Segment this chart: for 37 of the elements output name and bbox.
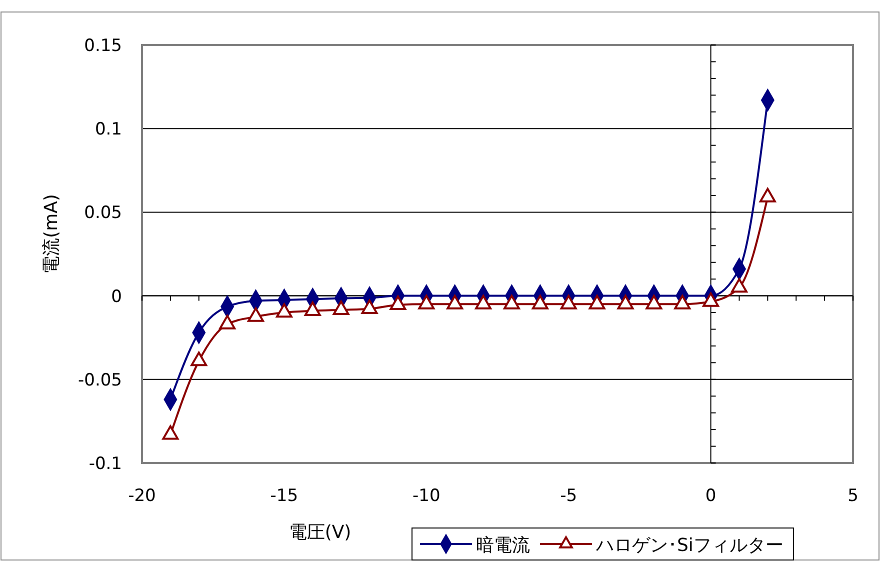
point xyxy=(190,352,208,366)
legend-label: 暗電流 xyxy=(476,535,530,556)
x-tick-label: 0 xyxy=(705,486,716,506)
point xyxy=(332,300,350,316)
y-tick-label: 0.05 xyxy=(84,203,122,224)
point xyxy=(475,294,492,310)
point xyxy=(361,300,378,314)
point xyxy=(304,302,321,316)
point xyxy=(219,314,236,330)
x-tick-label: -20 xyxy=(128,486,156,506)
point xyxy=(617,294,634,310)
point xyxy=(418,294,435,310)
point xyxy=(588,294,606,310)
point xyxy=(702,292,720,307)
x-tick-label: -15 xyxy=(270,486,298,506)
legend-label: ハロゲン･Siフィルター xyxy=(595,535,784,556)
point xyxy=(276,303,292,318)
point xyxy=(390,296,406,310)
y-tick-label: -0.1 xyxy=(88,454,122,474)
y-tick-label: 0.1 xyxy=(94,120,122,140)
point xyxy=(532,294,548,310)
point xyxy=(504,294,520,310)
point xyxy=(248,307,264,322)
x-tick-label: 5 xyxy=(848,486,858,506)
y-axis-title: 電流(mA) xyxy=(41,194,62,274)
y-tick-label: -0.05 xyxy=(78,370,122,390)
x-tick-label: -5 xyxy=(560,486,578,506)
point xyxy=(446,294,464,310)
x-axis-title: 電圧(V) xyxy=(288,522,352,543)
x-tick-label: -10 xyxy=(412,486,440,506)
point xyxy=(560,294,577,310)
point xyxy=(731,278,748,293)
y-tick-label: 0 xyxy=(111,286,122,307)
y-tick-label: 0.15 xyxy=(84,36,122,56)
point xyxy=(674,294,691,310)
point xyxy=(646,294,662,310)
point xyxy=(162,425,179,440)
